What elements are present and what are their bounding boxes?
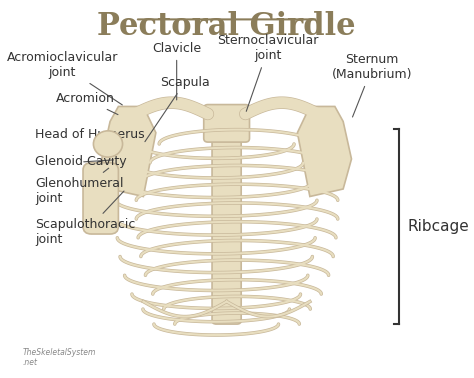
Text: Pectoral Girdle: Pectoral Girdle <box>97 11 356 42</box>
Text: Scapulothoracic
joint: Scapulothoracic joint <box>35 191 136 246</box>
Text: Sternum
(Manubrium): Sternum (Manubrium) <box>332 53 412 117</box>
Text: Head of Humerus: Head of Humerus <box>35 128 145 144</box>
Text: Ribcage: Ribcage <box>408 219 469 234</box>
Text: Clavicle: Clavicle <box>152 42 201 100</box>
Polygon shape <box>102 107 156 197</box>
Text: TheSkeletalSystem
.net: TheSkeletalSystem .net <box>23 348 96 367</box>
Text: Scapula: Scapula <box>145 76 210 142</box>
Circle shape <box>93 131 123 157</box>
Text: Glenohumeral
joint: Glenohumeral joint <box>35 168 124 205</box>
FancyBboxPatch shape <box>83 163 118 234</box>
Text: Glenoid Cavity: Glenoid Cavity <box>35 155 127 169</box>
FancyBboxPatch shape <box>212 121 241 324</box>
FancyBboxPatch shape <box>204 105 249 142</box>
Text: Sternoclavicular
joint: Sternoclavicular joint <box>218 34 319 112</box>
Text: Acromion: Acromion <box>56 93 118 115</box>
Polygon shape <box>297 107 352 197</box>
Text: Acromioclavicular
joint: Acromioclavicular joint <box>7 51 122 105</box>
